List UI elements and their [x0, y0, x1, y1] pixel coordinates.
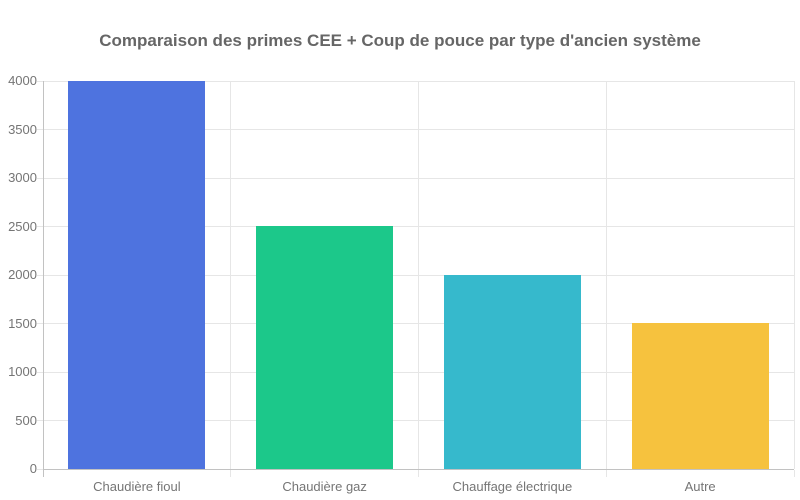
y-tick-mark: [37, 468, 43, 470]
x-tick-mark: [42, 470, 44, 477]
x-tick-mark: [418, 470, 419, 477]
chart-title: Comparaison des primes CEE + Coup de pou…: [99, 31, 701, 50]
bar: [68, 81, 206, 469]
y-tick-mark: [37, 177, 43, 179]
bar: [631, 323, 769, 469]
y-tick-mark: [37, 323, 43, 324]
gridline-vertical: [605, 81, 607, 469]
y-tick-label: 3500: [8, 121, 37, 137]
gridline-vertical: [793, 81, 795, 469]
y-tick-label: 4000: [8, 73, 37, 88]
y-axis-line: [43, 81, 44, 477]
y-tick-mark: [37, 226, 43, 227]
y-tick-mark: [37, 420, 43, 421]
x-tick-mark: [605, 470, 607, 477]
x-tick-mark: [230, 470, 232, 477]
x-axis-line: [43, 469, 794, 470]
x-category-label: Chaudière gaz: [282, 479, 367, 494]
bar: [256, 226, 394, 469]
plot-area: [43, 80, 795, 469]
x-tick-mark: [793, 470, 795, 477]
y-tick-label: 3000: [8, 170, 37, 185]
y-tick-label: 2500: [8, 218, 37, 234]
x-category-label: Chaudière fioul: [93, 479, 181, 494]
y-tick-label: 2000: [8, 267, 37, 282]
y-tick-label: 0: [29, 461, 37, 476]
gridline-vertical: [418, 81, 419, 469]
y-tick-label: 500: [15, 412, 37, 428]
y-tick-label: 1500: [8, 315, 37, 331]
gridline-vertical: [230, 81, 232, 469]
y-tick-label: 1000: [8, 364, 37, 379]
y-tick-mark: [37, 129, 43, 130]
y-tick-mark: [37, 274, 43, 276]
y-tick-mark: [37, 80, 43, 82]
bar: [443, 275, 581, 469]
y-tick-mark: [37, 371, 43, 373]
x-category-label: Chauffage électrique: [452, 479, 573, 494]
x-category-label: Autre: [684, 479, 716, 494]
